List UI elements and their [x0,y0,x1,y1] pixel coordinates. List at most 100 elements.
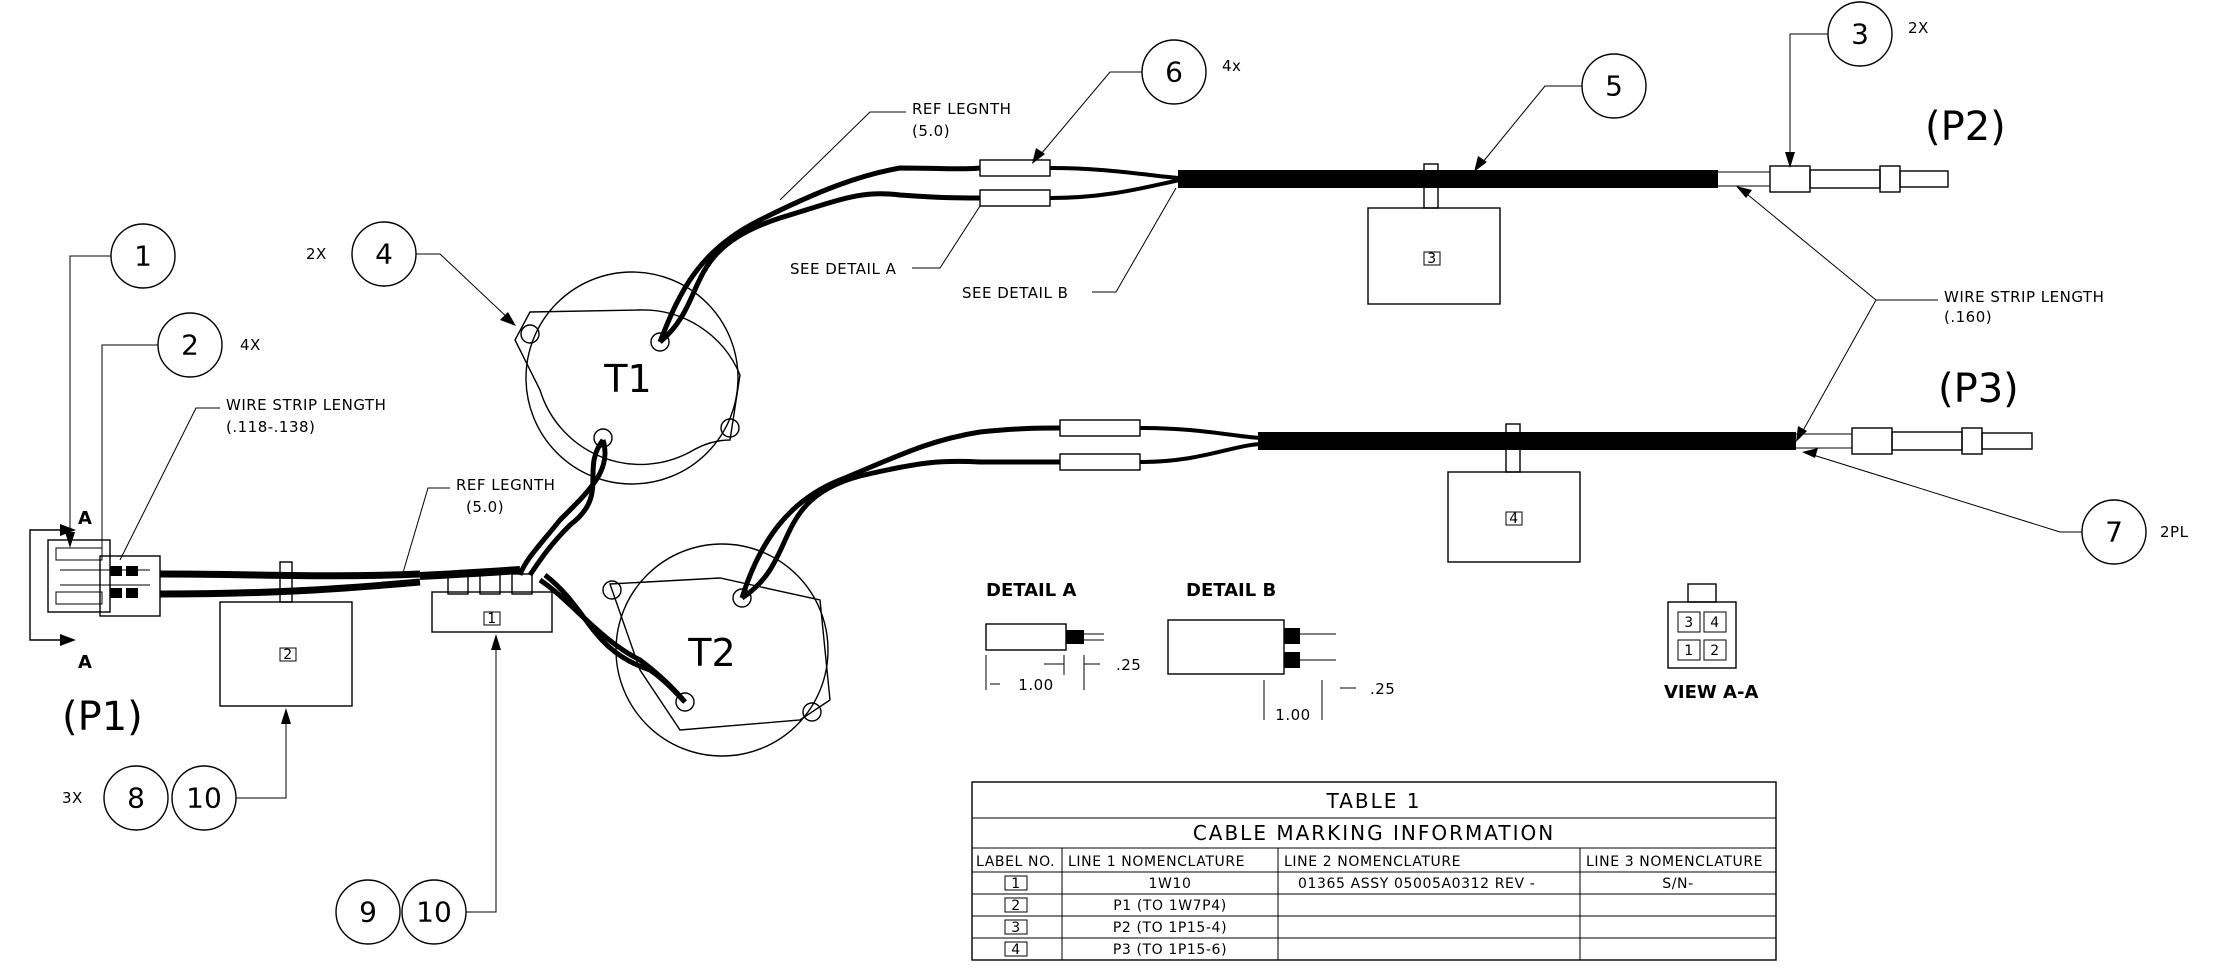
svg-text:2: 2 [181,329,199,362]
p1-cable-bundle: 2 [159,561,521,707]
twisted-pair-t1-lower [517,438,608,577]
svg-text:DETAIL B: DETAIL B [1186,580,1276,601]
svg-text:10: 10 [416,896,452,929]
callout-7: 7 2PL [1802,448,2189,565]
transformer-t1: T1 [514,271,741,485]
note-see-detail-b: SEE DETAIL B [962,187,1177,302]
section-a-top-label: A [78,508,92,529]
t2-label: T2 [687,631,735,675]
table-header: LABEL NO. [976,854,1055,870]
twisted-pair-t1-upper [657,165,981,344]
svg-text:P1 (TO 1W7P4): P1 (TO 1W7P4) [1113,898,1227,914]
pin-number: 2 [1710,643,1720,659]
twisted-pair-t2-upper [739,425,1061,601]
table-header: LINE 3 NOMENCLATURE [1586,854,1763,870]
lower-cable-assembly: 4 [1059,419,2033,563]
svg-text:(5.0): (5.0) [912,122,950,140]
svg-text:8: 8 [127,782,145,815]
svg-text:3: 3 [1011,920,1021,936]
table-row: 1 1W10 01365 ASSY 05005A0312 REV - S/N- [1004,875,1694,892]
p3-label: (P3) [1938,366,2019,412]
svg-text:10: 10 [186,782,222,815]
table-row: 2 P1 (TO 1W7P4) [1004,897,1227,914]
svg-text:1: 1 [1011,876,1021,892]
svg-text:.25: .25 [1116,656,1141,674]
svg-text:(5.0): (5.0) [466,498,504,516]
callout-6-qty: 4x [1222,57,1241,75]
upper-cable-assembly: 3 [979,159,1949,305]
svg-text:1: 1 [134,240,152,273]
callout-8-qty: 3X [62,789,83,807]
section-a-bottom-label: A [78,652,92,673]
svg-text:WIRE STRIP LENGTH: WIRE STRIP LENGTH [1944,288,2104,306]
svg-text:WIRE STRIP LENGTH: WIRE STRIP LENGTH [226,396,386,414]
table-header: LINE 2 NOMENCLATURE [1284,854,1461,870]
svg-text:5: 5 [1605,70,1623,103]
callout-10-b: 10 [401,634,501,945]
view-a-a: 3 4 1 2 VIEW A-A [1664,583,1758,703]
tag-1-number: 1 [487,611,497,627]
svg-text:(.160): (.160) [1944,308,1992,326]
svg-text:DETAIL A: DETAIL A [986,580,1076,601]
callout-10-a: 10 [171,708,291,831]
table-title: TABLE 1 [1326,789,1422,813]
cable-marking-table: TABLE 1 CABLE MARKING INFORMATION LABEL … [971,781,1777,961]
svg-text:1.00: 1.00 [1275,706,1310,724]
twisted-pair-t2-lower [538,573,687,704]
svg-text:.25: .25 [1370,680,1395,698]
svg-text:P2 (TO 1P15-4): P2 (TO 1P15-4) [1113,920,1227,936]
note-wire-strip-left: WIRE STRIP LENGTH (.118-.138) [119,396,386,561]
svg-text:2: 2 [1011,898,1021,914]
svg-text:VIEW A-A: VIEW A-A [1664,682,1758,703]
table-row: 3 P2 (TO 1P15-4) [1004,919,1227,936]
callout-5: 5 [1474,53,1647,172]
svg-text:SEE DETAIL A: SEE DETAIL A [790,260,897,278]
svg-text:7: 7 [2105,516,2123,549]
transformer-t2: T2 [602,543,831,757]
connector-p1 [47,539,161,617]
table-row: 4 P3 (TO 1P15-6) [1004,941,1227,958]
callout-4: 4 2X [306,221,516,326]
pin-number: 4 [1710,615,1720,631]
svg-text:3: 3 [1851,18,1869,51]
note-see-detail-a: SEE DETAIL A [790,205,981,278]
t1-label: T1 [603,357,651,401]
callout-8: 8 3X [62,765,169,831]
svg-text:1W10: 1W10 [1149,876,1192,892]
p2-label: (P2) [1925,104,2006,150]
svg-text:P3 (TO 1P15-6): P3 (TO 1P15-6) [1113,942,1227,958]
pin-number: 3 [1684,615,1694,631]
svg-text:S/N-: S/N- [1662,876,1694,892]
note-ref-length-top: REF LEGNTH (5.0) [779,100,1011,201]
svg-text:01365 ASSY 05005A0312 REV -: 01365 ASSY 05005A0312 REV - [1298,876,1535,892]
svg-text:SEE DETAIL B: SEE DETAIL B [962,284,1068,302]
callout-9: 9 [335,879,401,945]
note-ref-length-left: REF LEGNTH (5.0) [401,476,555,577]
svg-text:(.118-.138): (.118-.138) [226,418,315,436]
pin-number: 1 [1684,643,1694,659]
svg-text:6: 6 [1165,56,1183,89]
callout-3-qty: 2X [1908,19,1929,37]
splice-block: 1 [431,573,553,633]
note-wire-strip-right: WIRE STRIP LENGTH (.160) [1736,186,2104,442]
callout-3: 3 2X [1785,1,1929,168]
svg-text:4: 4 [375,238,393,271]
callout-2: 2 4X [101,312,261,560]
tag-2-number: 2 [283,647,293,663]
svg-text:1.00: 1.00 [1018,676,1053,694]
tag-3-number: 3 [1427,251,1437,267]
table-header: LINE 1 NOMENCLATURE [1068,854,1245,870]
callout-4-qty: 2X [306,245,327,263]
tag-4-number: 4 [1509,511,1519,527]
table-subtitle: CABLE MARKING INFORMATION [1193,821,1555,845]
callout-6: 6 4x [1032,39,1241,164]
p1-label: (P1) [62,694,143,740]
detail-b: DETAIL B .25 1.00 [1167,580,1395,724]
callout-7-qty: 2PL [2160,523,2189,541]
section-a-marker: A A [29,508,92,673]
callout-2-qty: 4X [240,336,261,354]
svg-text:4: 4 [1011,942,1021,958]
svg-text:9: 9 [359,896,377,929]
callout-1: 1 [65,223,176,548]
